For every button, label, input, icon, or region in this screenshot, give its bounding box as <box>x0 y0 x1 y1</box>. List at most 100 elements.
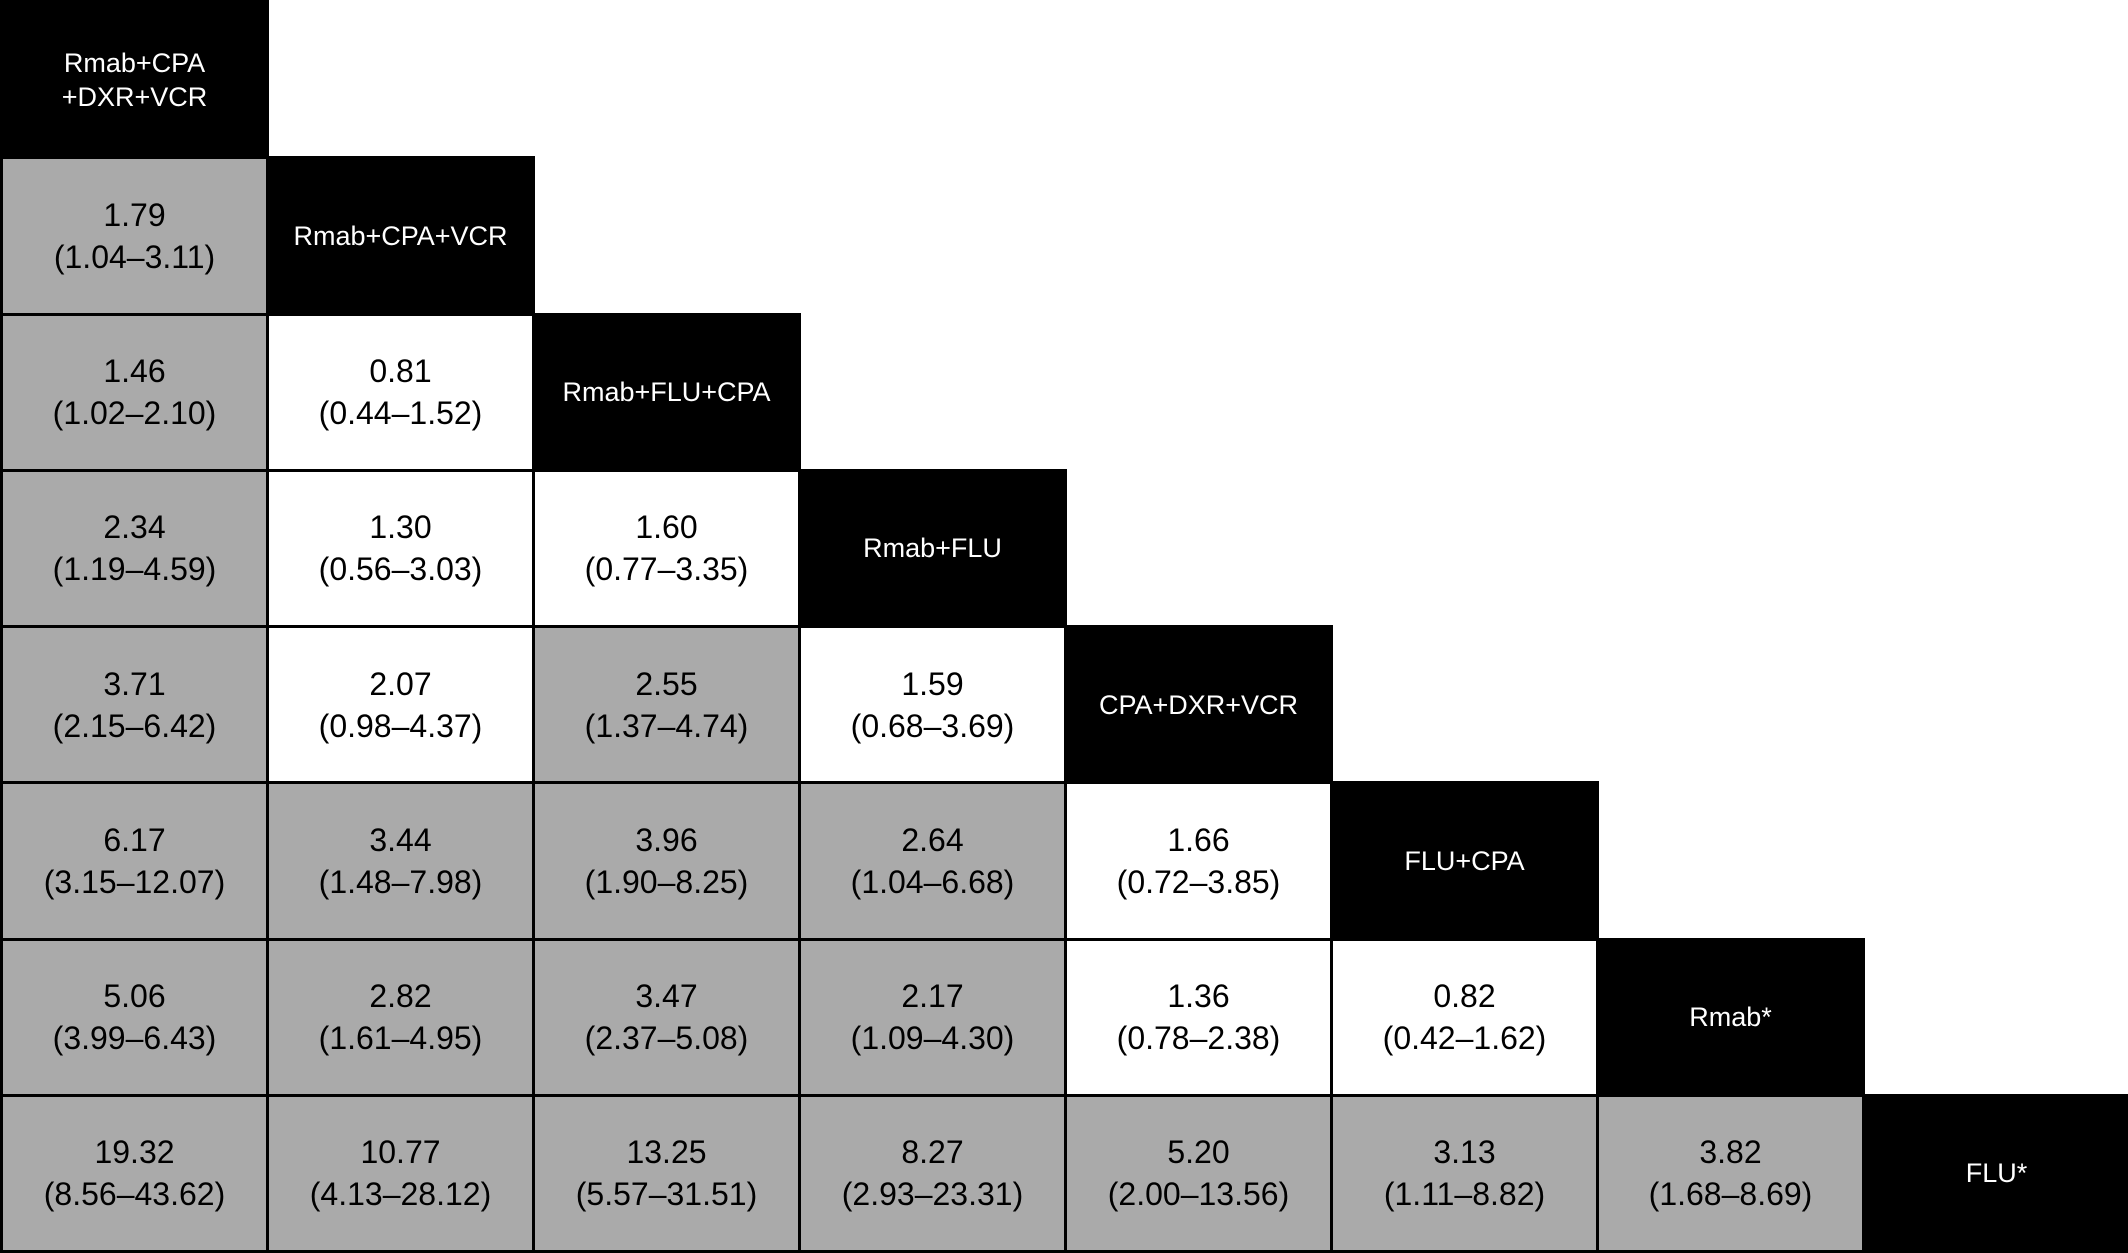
effect-estimate: 2.07 <box>369 665 432 702</box>
effect-estimate: 1.60 <box>635 509 698 546</box>
comparison-cell: 1.66 (0.72–3.85) <box>1064 781 1333 941</box>
comparison-cell-significant: 10.77 (4.13–28.12) <box>266 1093 535 1253</box>
comparison-cell-significant: 2.82 (1.61–4.95) <box>266 937 535 1097</box>
treatment-label-cell: Rmab+CPA +DXR+VCR <box>0 0 269 160</box>
comparison-cell-significant: 6.17 (3.15–12.07) <box>0 781 269 941</box>
treatment-label-cell: Rmab+FLU <box>798 468 1067 628</box>
comparison-cell: 0.81 (0.44–1.52) <box>266 312 535 472</box>
confidence-interval: (0.98–4.37) <box>318 707 483 744</box>
comparison-cell: 1.36 (0.78–2.38) <box>1064 937 1333 1097</box>
effect-estimate: 1.36 <box>1167 978 1230 1015</box>
effect-estimate: 1.66 <box>1167 821 1230 858</box>
effect-estimate: 3.47 <box>635 978 698 1015</box>
effect-estimate: 6.17 <box>103 821 166 858</box>
confidence-interval: (3.15–12.07) <box>43 863 226 900</box>
comparison-cell-significant: 2.55 (1.37–4.74) <box>532 625 801 785</box>
confidence-interval: (1.68–8.69) <box>1648 1176 1813 1213</box>
comparison-cell: 2.07 (0.98–4.37) <box>266 625 535 785</box>
treatment-label-text: Rmab+CPA <box>63 47 206 78</box>
effect-estimate: 3.71 <box>103 665 166 702</box>
effect-estimate: 2.34 <box>103 509 166 546</box>
treatment-label-text: Rmab+FLU <box>863 533 1002 564</box>
comparison-cell-significant: 3.13 (1.11–8.82) <box>1330 1093 1599 1253</box>
confidence-interval: (1.37–4.74) <box>584 707 749 744</box>
effect-estimate: 1.79 <box>103 196 166 233</box>
confidence-interval: (8.56–43.62) <box>43 1176 226 1213</box>
comparison-cell-significant: 3.71 (2.15–6.42) <box>0 625 269 785</box>
effect-estimate: 0.81 <box>369 353 432 390</box>
confidence-interval: (0.78–2.38) <box>1116 1020 1281 1057</box>
confidence-interval: (1.02–2.10) <box>52 395 217 432</box>
treatment-label-text: Rmab* <box>1689 1002 1772 1033</box>
confidence-interval: (1.09–4.30) <box>850 1020 1015 1057</box>
treatment-label-cell: Rmab+CPA+VCR <box>266 156 535 316</box>
effect-estimate: 5.20 <box>1167 1134 1230 1171</box>
comparison-cell: 0.82 (0.42–1.62) <box>1330 937 1599 1097</box>
treatment-label-text: CPA+DXR+VCR <box>1098 689 1299 720</box>
comparison-cell-significant: 5.06 (3.99–6.43) <box>0 937 269 1097</box>
treatment-label-cell: Rmab* <box>1596 937 1865 1097</box>
comparison-cell-significant: 5.20 (2.00–13.56) <box>1064 1093 1333 1253</box>
effect-estimate: 0.82 <box>1433 978 1496 1015</box>
confidence-interval: (1.04–6.68) <box>850 863 1015 900</box>
comparison-cell: 1.59 (0.68–3.69) <box>798 625 1067 785</box>
comparison-cell-significant: 13.25 (5.57–31.51) <box>532 1093 801 1253</box>
effect-estimate: 1.59 <box>901 665 964 702</box>
confidence-interval: (0.42–1.62) <box>1382 1020 1547 1057</box>
comparison-cell-significant: 19.32 (8.56–43.62) <box>0 1093 269 1253</box>
confidence-interval: (5.57–31.51) <box>575 1176 758 1213</box>
confidence-interval: (2.93–23.31) <box>841 1176 1024 1213</box>
effect-estimate: 2.55 <box>635 665 698 702</box>
comparison-cell-significant: 2.17 (1.09–4.30) <box>798 937 1067 1097</box>
effect-estimate: 1.46 <box>103 353 166 390</box>
comparison-cell-significant: 3.96 (1.90–8.25) <box>532 781 801 941</box>
confidence-interval: (3.99–6.43) <box>52 1020 217 1057</box>
confidence-interval: (0.68–3.69) <box>850 707 1015 744</box>
comparison-cell: 1.60 (0.77–3.35) <box>532 468 801 628</box>
effect-estimate: 3.13 <box>1433 1134 1496 1171</box>
confidence-interval: (1.11–8.82) <box>1383 1176 1546 1213</box>
confidence-interval: (1.04–3.11) <box>53 238 216 275</box>
effect-estimate: 3.82 <box>1699 1134 1762 1171</box>
effect-estimate: 2.82 <box>369 978 432 1015</box>
confidence-interval: (1.48–7.98) <box>318 863 483 900</box>
confidence-interval: (2.00–13.56) <box>1107 1176 1290 1213</box>
effect-estimate: 1.30 <box>369 509 432 546</box>
comparison-cell-significant: 3.82 (1.68–8.69) <box>1596 1093 1865 1253</box>
comparison-cell-significant: 2.64 (1.04–6.68) <box>798 781 1067 941</box>
effect-estimate: 3.96 <box>635 821 698 858</box>
treatment-label-cell: Rmab+FLU+CPA <box>532 312 801 472</box>
effect-estimate: 3.44 <box>369 821 432 858</box>
confidence-interval: (1.90–8.25) <box>584 863 749 900</box>
comparison-cell-significant: 3.47 (2.37–5.08) <box>532 937 801 1097</box>
effect-estimate: 10.77 <box>360 1134 441 1171</box>
effect-estimate: 5.06 <box>103 978 166 1015</box>
treatment-label-text: +DXR+VCR <box>61 81 208 112</box>
effect-estimate: 13.25 <box>626 1134 707 1171</box>
confidence-interval: (2.15–6.42) <box>52 707 217 744</box>
comparison-cell-significant: 8.27 (2.93–23.31) <box>798 1093 1067 1253</box>
treatment-label-text: FLU* <box>1965 1158 2028 1189</box>
treatment-label-text: Rmab+CPA+VCR <box>293 220 508 251</box>
confidence-interval: (4.13–28.12) <box>309 1176 492 1213</box>
comparison-cell-significant: 1.46 (1.02–2.10) <box>0 312 269 472</box>
treatment-label-cell: FLU+CPA <box>1330 781 1599 941</box>
comparison-cell-significant: 1.79 (1.04–3.11) <box>0 156 269 316</box>
treatment-label-cell: CPA+DXR+VCR <box>1064 625 1333 785</box>
effect-estimate: 2.17 <box>901 978 964 1015</box>
confidence-interval: (0.77–3.35) <box>584 551 749 588</box>
confidence-interval: (1.61–4.95) <box>318 1020 483 1057</box>
confidence-interval: (2.37–5.08) <box>584 1020 749 1057</box>
comparison-cell-significant: 3.44 (1.48–7.98) <box>266 781 535 941</box>
confidence-interval: (1.19–4.59) <box>52 551 217 588</box>
confidence-interval: (0.72–3.85) <box>1116 863 1281 900</box>
treatment-label-text: FLU+CPA <box>1404 845 1525 876</box>
effect-estimate: 2.64 <box>901 821 964 858</box>
treatment-label-cell: FLU* <box>1862 1093 2128 1253</box>
comparison-cell-significant: 2.34 (1.19–4.59) <box>0 468 269 628</box>
comparison-cell: 1.30 (0.56–3.03) <box>266 468 535 628</box>
treatment-label-text: Rmab+FLU+CPA <box>562 377 771 408</box>
confidence-interval: (0.44–1.52) <box>318 395 483 432</box>
effect-estimate: 19.32 <box>94 1134 175 1171</box>
